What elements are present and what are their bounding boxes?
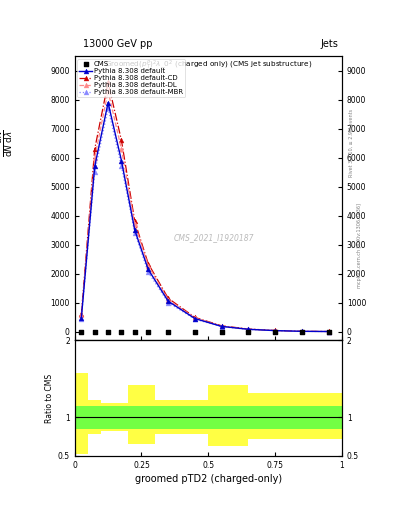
Pythia 8.308 default	[132, 227, 137, 233]
Text: Jets: Jets	[320, 38, 338, 49]
Pythia 8.308 default-DL	[92, 155, 97, 161]
Pythia 8.308 default-CD	[106, 79, 110, 86]
Pythia 8.308 default-CD	[326, 328, 331, 334]
Pythia 8.308 default-CD	[193, 314, 197, 321]
Pythia 8.308 default-CD	[92, 146, 97, 152]
CMS	[272, 328, 278, 336]
CMS	[132, 328, 138, 336]
Pythia 8.308 default	[146, 266, 151, 272]
Pythia 8.308 default-CD	[299, 328, 304, 334]
Y-axis label: Ratio to CMS: Ratio to CMS	[44, 373, 53, 422]
Pythia 8.308 default-DL	[79, 312, 84, 318]
Text: Rivet 3.1.10, ≥ 2.9M events: Rivet 3.1.10, ≥ 2.9M events	[349, 109, 354, 178]
Line: Pythia 8.308 default-CD: Pythia 8.308 default-CD	[79, 80, 331, 334]
Pythia 8.308 default	[273, 328, 277, 334]
CMS	[325, 328, 332, 336]
Pythia 8.308 default-DL	[106, 88, 110, 94]
Pythia 8.308 default-CD	[132, 219, 137, 225]
Pythia 8.308 default-CD	[219, 323, 224, 329]
Pythia 8.308 default-MBR	[299, 328, 304, 334]
Pythia 8.308 default-CD	[119, 137, 124, 143]
Pythia 8.308 default-MBR	[119, 163, 124, 169]
CMS	[118, 328, 125, 336]
Pythia 8.308 default-DL	[299, 328, 304, 334]
Legend: CMS, Pythia 8.308 default, Pythia 8.308 default-CD, Pythia 8.308 default-DL, Pyt: CMS, Pythia 8.308 default, Pythia 8.308 …	[77, 59, 185, 97]
CMS	[245, 328, 252, 336]
Pythia 8.308 default-DL	[119, 146, 124, 152]
Pythia 8.308 default-DL	[132, 221, 137, 227]
Pythia 8.308 default	[299, 328, 304, 334]
Pythia 8.308 default-MBR	[92, 169, 97, 175]
Pythia 8.308 default-CD	[146, 261, 151, 267]
CMS	[145, 328, 151, 336]
Pythia 8.308 default-MBR	[219, 324, 224, 330]
Pythia 8.308 default-CD	[166, 295, 171, 302]
Pythia 8.308 default	[79, 315, 84, 321]
Pythia 8.308 default	[193, 315, 197, 322]
Pythia 8.308 default	[119, 158, 124, 164]
Line: Pythia 8.308 default-DL: Pythia 8.308 default-DL	[79, 89, 331, 334]
Pythia 8.308 default-CD	[79, 311, 84, 317]
Pythia 8.308 default-MBR	[79, 315, 84, 322]
Pythia 8.308 default-CD	[246, 326, 251, 332]
Pythia 8.308 default-MBR	[273, 328, 277, 334]
Pythia 8.308 default	[246, 326, 251, 332]
Line: Pythia 8.308 default-MBR: Pythia 8.308 default-MBR	[79, 106, 331, 334]
CMS	[192, 328, 198, 336]
Pythia 8.308 default-MBR	[166, 300, 171, 306]
Pythia 8.308 default-DL	[166, 296, 171, 303]
X-axis label: groomed pTD2 (charged-only): groomed pTD2 (charged-only)	[135, 474, 282, 484]
Pythia 8.308 default-DL	[246, 326, 251, 332]
CMS	[105, 328, 111, 336]
Text: Groomed$(p_T^P)^2\lambda\_0^2$ (charged only) (CMS jet substructure): Groomed$(p_T^P)^2\lambda\_0^2$ (charged …	[105, 59, 312, 73]
CMS	[165, 328, 171, 336]
Pythia 8.308 default-MBR	[132, 230, 137, 236]
Pythia 8.308 default-MBR	[246, 326, 251, 332]
Pythia 8.308 default-MBR	[326, 329, 331, 335]
Text: mcplots.cern.ch [arXiv:1306.3436]: mcplots.cern.ch [arXiv:1306.3436]	[357, 203, 362, 288]
Pythia 8.308 default-MBR	[193, 316, 197, 322]
CMS	[299, 328, 305, 336]
Pythia 8.308 default-DL	[193, 315, 197, 321]
CMS	[92, 328, 98, 336]
Pythia 8.308 default	[166, 298, 171, 304]
Text: $\frac{1}{\mathrm{d}N}\frac{\mathrm{d}N}{\mathrm{d}\lambda}$: $\frac{1}{\mathrm{d}N}\frac{\mathrm{d}N}…	[0, 130, 15, 157]
CMS	[78, 328, 84, 336]
Line: Pythia 8.308 default: Pythia 8.308 default	[79, 100, 331, 334]
Pythia 8.308 default	[106, 100, 110, 106]
CMS	[219, 328, 225, 336]
Pythia 8.308 default-MBR	[146, 269, 151, 275]
Text: 13000 GeV pp: 13000 GeV pp	[83, 38, 152, 49]
Pythia 8.308 default-DL	[326, 328, 331, 334]
Pythia 8.308 default-DL	[273, 328, 277, 334]
Pythia 8.308 default-DL	[219, 323, 224, 329]
Pythia 8.308 default-MBR	[106, 105, 110, 112]
Text: CMS_2021_I1920187: CMS_2021_I1920187	[173, 233, 254, 243]
Pythia 8.308 default	[326, 329, 331, 335]
Pythia 8.308 default	[219, 323, 224, 329]
Pythia 8.308 default-DL	[146, 263, 151, 269]
Pythia 8.308 default	[92, 163, 97, 169]
Pythia 8.308 default-CD	[273, 327, 277, 333]
